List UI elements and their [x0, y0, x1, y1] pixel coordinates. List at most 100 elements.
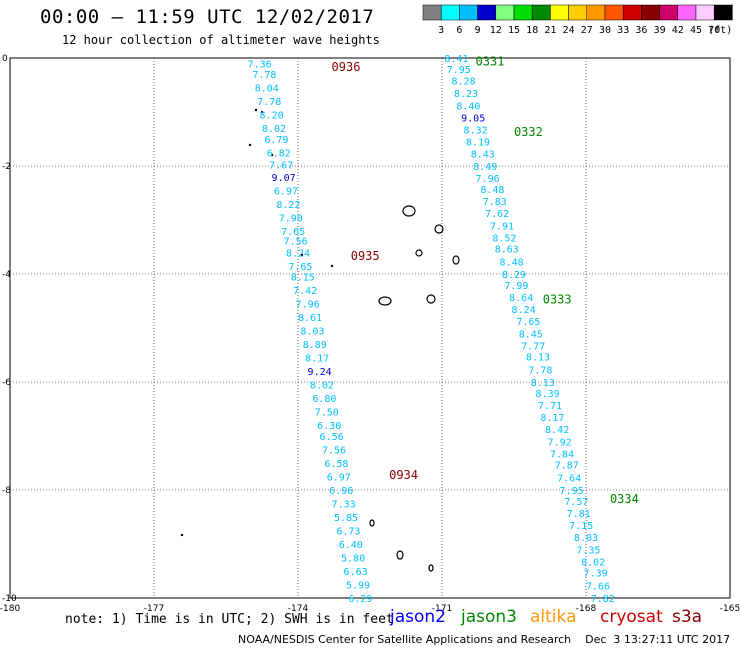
- island-outline: [369, 519, 375, 527]
- swh-label: 6.30: [317, 421, 341, 432]
- swh-label: 7.64: [557, 474, 581, 485]
- x-tick-label: -171: [432, 604, 452, 614]
- colorbar-swatch: [695, 4, 715, 21]
- swh-label: 8.64: [509, 293, 533, 304]
- colorbar-label: 3: [438, 25, 444, 36]
- wave-height-labels: 7.367.788.047.788.208.026.796.827.679.07…: [248, 54, 639, 605]
- swh-label: 7.62: [485, 209, 509, 220]
- swh-label: 8.13: [526, 353, 550, 364]
- island-dot: [180, 533, 184, 537]
- island-outline: [452, 255, 460, 265]
- swh-label: 7.99: [504, 281, 528, 292]
- swh-label: 9.07: [272, 173, 296, 184]
- pass-time-label: 0935: [351, 249, 380, 263]
- swh-label: 8.04: [255, 84, 279, 95]
- island-outline: [434, 224, 444, 234]
- swh-label: 6.82: [267, 149, 291, 160]
- x-tick-label: -168: [576, 604, 597, 614]
- colorbar-swatch: [713, 4, 733, 21]
- y-tick-label: 0: [2, 54, 8, 64]
- pass-time-label: 0333: [543, 292, 572, 306]
- swh-label: 8.48: [500, 258, 524, 269]
- colorbar-swatch: [641, 4, 660, 21]
- swh-label: 8.02: [581, 557, 605, 568]
- island-dot: [260, 110, 264, 114]
- colorbar-swatch: [677, 4, 697, 21]
- pass-time-label: 0934: [389, 468, 418, 482]
- x-tick-label: -177: [144, 604, 164, 614]
- colorbar-label: 30: [599, 25, 611, 36]
- swh-label: 7.83: [483, 197, 507, 208]
- swh-label: 6.96: [329, 486, 353, 497]
- swh-label: 7.92: [548, 437, 572, 448]
- plot-frame: [9, 57, 731, 599]
- swh-label: 8.39: [536, 389, 560, 400]
- legend-jason3: jason3: [461, 607, 517, 627]
- colorbar-swatch: [550, 4, 569, 21]
- swh-label: 7.87: [555, 461, 579, 472]
- legend-cryosat: cryosat: [600, 607, 663, 627]
- y-tick-label: -10: [2, 594, 17, 604]
- x-tick-label: -165: [720, 604, 740, 614]
- swh-label: 5.80: [341, 554, 365, 565]
- swh-label: 6.29: [348, 594, 372, 605]
- colorbar-swatch: [477, 4, 497, 21]
- swh-label: 8.61: [298, 313, 322, 324]
- swh-label: 6.58: [324, 459, 348, 470]
- colorbar-label: 42: [672, 25, 684, 36]
- swh-label: 7.56: [322, 446, 346, 457]
- pass-time-label: 0331: [476, 55, 505, 69]
- colorbar-label: 24: [563, 25, 575, 36]
- swh-label: 7.71: [538, 401, 562, 412]
- colorbar-label: 27: [581, 25, 593, 36]
- swh-label: 8.02: [262, 124, 286, 135]
- swh-label: 7.39: [584, 569, 608, 580]
- swh-label: 6.63: [344, 567, 368, 578]
- swh-label: 7.57: [564, 497, 588, 508]
- swh-label: 9.05: [461, 113, 485, 124]
- swh-label: 7.65: [281, 227, 305, 238]
- swh-label: 7.33: [332, 500, 356, 511]
- swh-label: 5.99: [346, 581, 370, 592]
- swh-label: 8.29: [502, 270, 526, 281]
- pass-time-label: 0936: [332, 60, 361, 74]
- y-tick-label: -4: [2, 270, 11, 280]
- swh-label: 7.56: [284, 237, 308, 248]
- swh-label: 7.65: [516, 317, 540, 328]
- island-outline: [378, 296, 392, 306]
- colorbar-swatch: [622, 4, 642, 21]
- island-outlines: [180, 108, 460, 572]
- colorbar-label: (ft): [708, 25, 732, 36]
- swh-label: 7.35: [576, 545, 600, 556]
- swh-label: 8.13: [531, 378, 555, 389]
- colorbar-swatch: [495, 4, 515, 21]
- swh-label: 8.20: [260, 111, 284, 122]
- colorbar-swatch: [531, 4, 551, 21]
- colorbar-swatch: [440, 4, 460, 21]
- colorbar-label: 39: [654, 25, 666, 36]
- swh-label: 7.36: [248, 59, 272, 70]
- axis-ticks: -180 -177 -174 -171 -168 -165 0 -2 -4 -6 -8 -10: [0, 54, 740, 614]
- swh-label: 6.80: [312, 394, 336, 405]
- swh-label: 8.32: [464, 125, 488, 136]
- colorbar-label: 15: [508, 25, 520, 36]
- swh-label: 8.19: [466, 138, 490, 149]
- swh-label: 7.50: [315, 408, 339, 419]
- island-outline: [402, 205, 416, 217]
- swh-label: 8.89: [303, 340, 327, 351]
- note-text: note: 1) Time is in UTC; 2) SWH is in fe…: [65, 612, 394, 627]
- island-outline: [415, 249, 423, 257]
- colorbar-swatch: [568, 4, 588, 21]
- island-outline: [396, 550, 404, 560]
- swh-label: 8.43: [471, 150, 495, 161]
- island-dot: [270, 153, 274, 157]
- swh-label: 8.23: [454, 89, 478, 100]
- swh-label: 7.65: [288, 262, 312, 273]
- swh-label: 7.90: [279, 213, 303, 224]
- swh-label: 7.91: [490, 221, 514, 232]
- swh-label: 7.82: [591, 594, 615, 605]
- swh-label: 8.41: [444, 54, 468, 65]
- colorbar: 3 6 9 12 15 18 21 24 27 30 33 36 39 42 45 70(ft): [422, 4, 733, 36]
- pass-time-label: 0332: [514, 125, 543, 139]
